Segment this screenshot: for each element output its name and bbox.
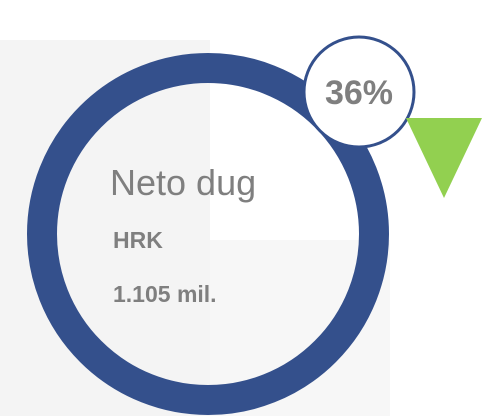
title: Neto dug [110, 162, 256, 203]
amount: 1.105 mil. [113, 281, 217, 307]
down-arrow [406, 118, 482, 198]
currency: HRK [113, 227, 163, 253]
badge-text: 36% [325, 74, 393, 112]
ring [27, 53, 389, 415]
badge-circle [302, 35, 416, 149]
